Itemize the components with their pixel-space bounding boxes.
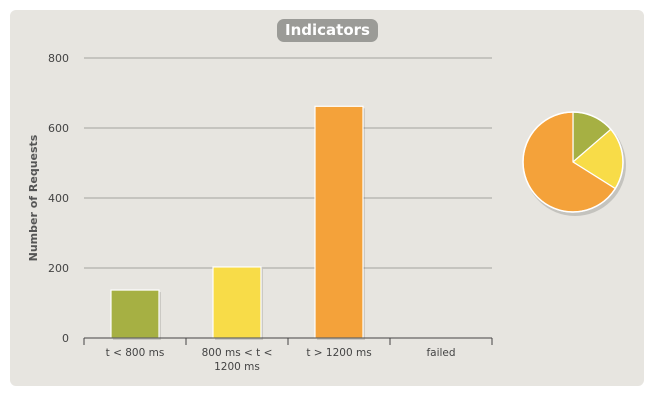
x-tick-label: 800 ms < t < [202, 347, 273, 359]
gridlines [84, 57, 492, 269]
y-tick-label: 0 [62, 332, 69, 345]
x-tick-label: t > 1200 ms [306, 347, 371, 359]
x-tick-label: failed [426, 347, 455, 359]
pie-outline [522, 111, 624, 213]
chart-title: Indicators [277, 19, 378, 42]
y-tick-label: 400 [48, 192, 69, 205]
y-tick-label: 200 [48, 262, 69, 275]
x-tick-label: 1200 ms [214, 361, 260, 373]
y-tick-label: 800 [48, 52, 69, 65]
bar [314, 105, 364, 339]
x-tick-label: t < 800 ms [106, 347, 165, 359]
bar [212, 266, 262, 339]
y-tick-labels: 0 200 400 600 800 [48, 52, 69, 345]
bar-series [110, 105, 365, 340]
x-axis [83, 337, 493, 345]
y-axis-label: Number of Requests [27, 134, 40, 261]
pie-chart [522, 111, 626, 216]
y-tick-label: 600 [48, 122, 69, 135]
x-category-labels: t < 800 ms 800 ms < t < 1200 ms t > 1200 ms… [106, 347, 456, 373]
bar [110, 289, 160, 339]
